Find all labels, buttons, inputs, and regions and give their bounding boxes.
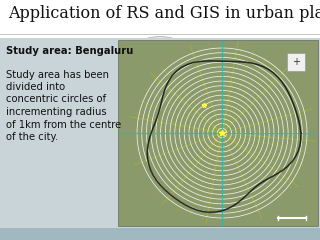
Text: 10: 10: [155, 38, 165, 48]
Bar: [118, 40, 318, 226]
Text: divided into: divided into: [6, 82, 65, 92]
Bar: [287, 53, 305, 71]
Text: concentric circles of: concentric circles of: [6, 95, 106, 104]
Text: of 1km from the centre: of 1km from the centre: [6, 120, 121, 130]
Circle shape: [141, 36, 179, 49]
Text: Study area: Bengaluru: Study area: Bengaluru: [6, 46, 133, 56]
Text: of the city.: of the city.: [6, 132, 58, 142]
Text: Application of RS and GIS in urban planning: Application of RS and GIS in urban plann…: [8, 5, 320, 22]
Text: +: +: [292, 57, 300, 67]
Text: incrementing radius: incrementing radius: [6, 107, 107, 117]
Text: Study area has been: Study area has been: [6, 70, 109, 79]
